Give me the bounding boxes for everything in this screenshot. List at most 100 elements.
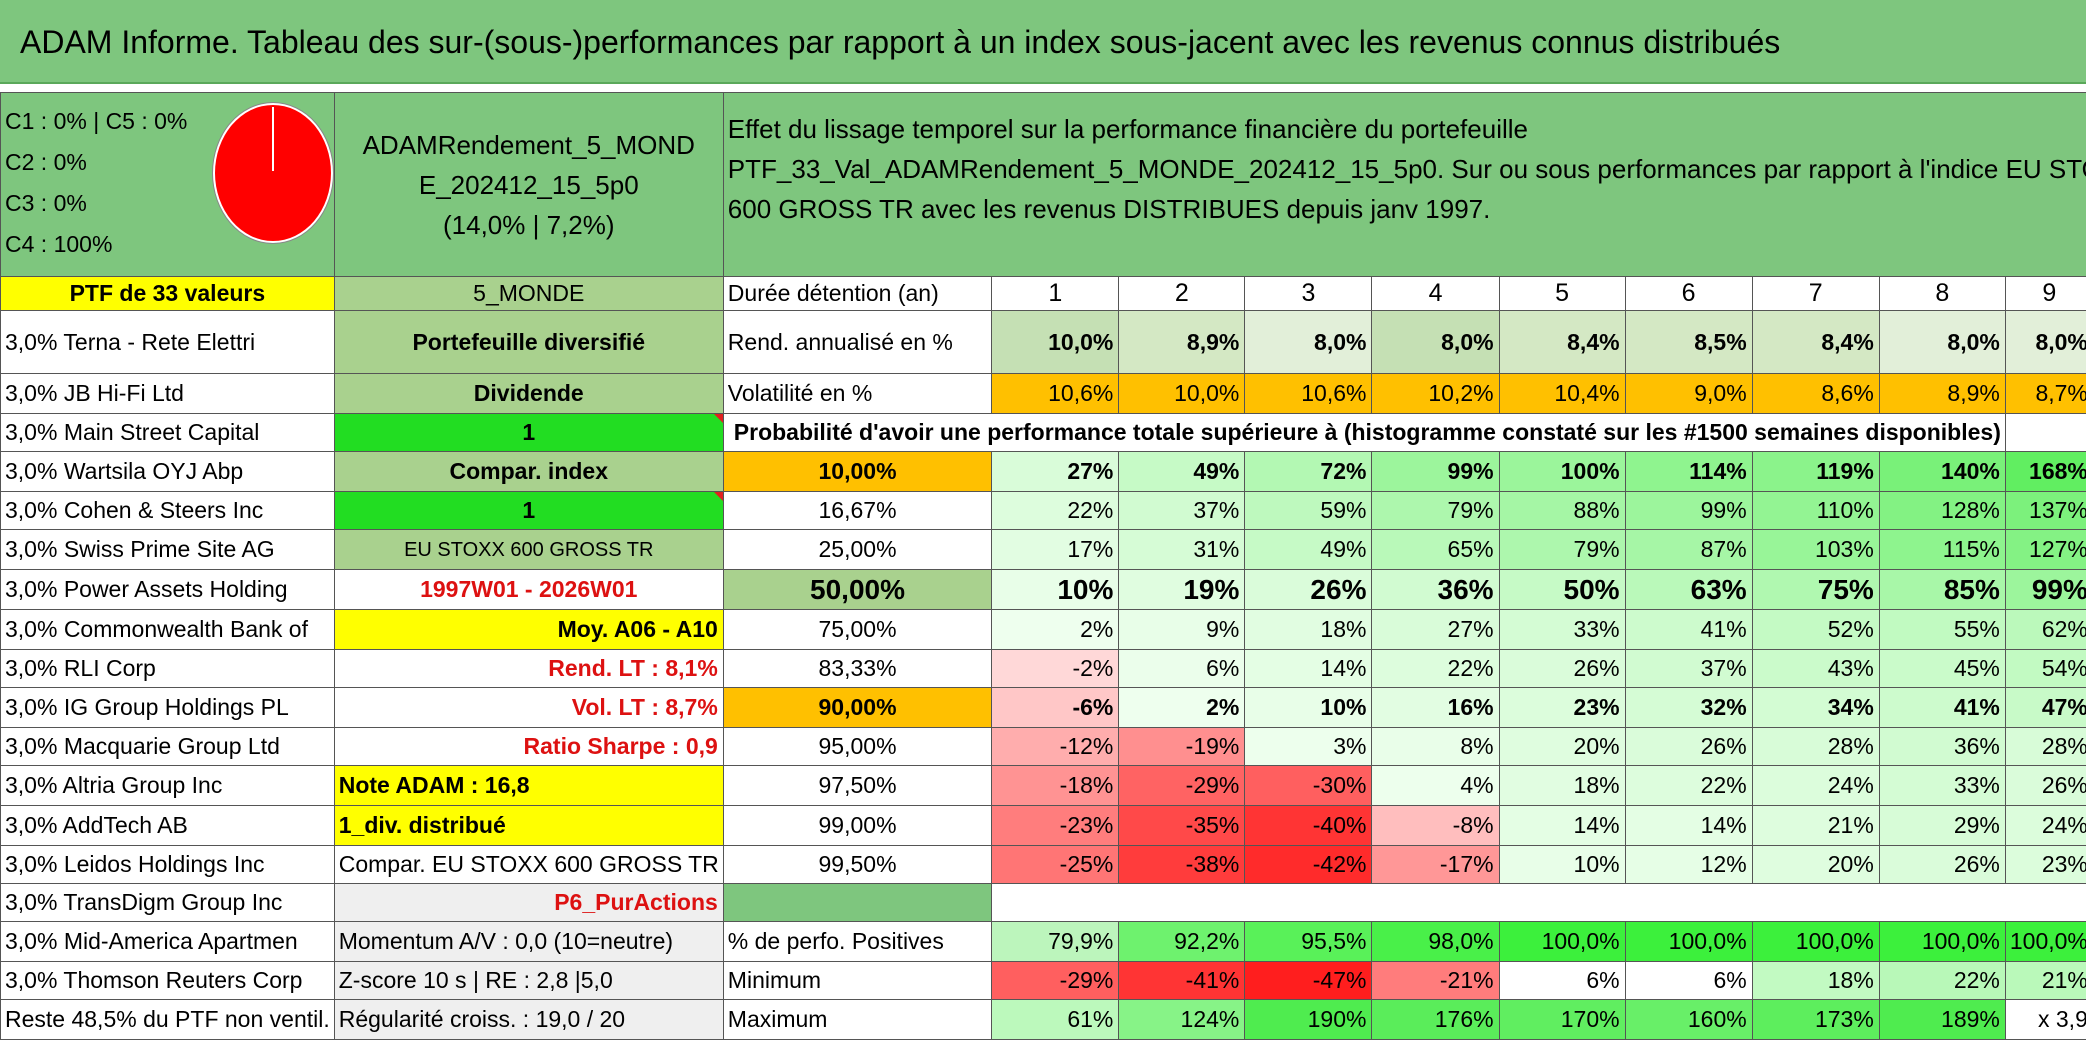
value-cell: 6%	[1118, 649, 1246, 688]
value-cell: -25%	[991, 845, 1120, 884]
info-cell: Compar. EU STOXX 600 GROSS TR	[333, 845, 724, 884]
duration-header-row: PTF de 33 valeurs 5_MONDE Durée détentio…	[0, 276, 2086, 311]
info-cell: 1997W01 - 2026W01	[333, 569, 724, 610]
value-cell: 21%	[2004, 961, 2086, 1000]
value-cell: 14%	[1498, 805, 1626, 846]
info-cell: Dividende	[333, 373, 724, 414]
value-cell: 45%	[1878, 649, 2006, 688]
value-cell: 2%	[1118, 687, 1246, 728]
holding-label: 3,0% Cohen & Steers Inc	[0, 491, 335, 530]
holding-label: 3,0% RLI Corp	[0, 649, 335, 688]
info-cell: P6_PurActions	[333, 883, 724, 922]
table-row: 3,0% Terna - Rete Elettri Portefeuille di…	[0, 310, 2086, 374]
value-cell: 8%	[1371, 727, 1500, 766]
quantile-label: 99,50%	[722, 845, 993, 884]
zone-label: 5_MONDE	[333, 276, 724, 311]
value-cell: 33%	[1498, 609, 1626, 650]
value-cell: 8,0%	[2004, 310, 2086, 374]
value-cell: 8,0%	[1371, 310, 1500, 374]
value-cell: 50%	[1498, 569, 1626, 610]
value-cell: 160%	[1624, 999, 1753, 1040]
value-cell: -6%	[991, 687, 1120, 728]
value-cell: 100,0%	[1751, 921, 1880, 962]
value-cell: 37%	[1624, 649, 1753, 688]
value-cell: 41%	[1624, 609, 1753, 650]
value-cell: 95,5%	[1244, 921, 1373, 962]
value-cell: 10,6%	[1244, 373, 1373, 414]
value-cell: 8,0%	[1244, 310, 1373, 374]
value-cell: 4%	[1371, 765, 1500, 806]
value-cell: 10%	[1244, 687, 1373, 728]
value-cell: 33%	[1878, 765, 2006, 806]
value-cell: 79%	[1371, 491, 1500, 530]
holding-label: 3,0% Thomson Reuters Corp	[0, 961, 335, 1000]
info-cell: Vol. LT : 8,7%	[333, 687, 724, 728]
value-cell: 36%	[1878, 727, 2006, 766]
ptf-count: PTF de 33 valeurs	[0, 276, 335, 311]
holding-label: 3,0% Macquarie Group Ltd	[0, 727, 335, 766]
quantile-label: 16,67%	[722, 491, 993, 530]
value-cell: 27%	[1371, 609, 1500, 650]
value-cell: 24%	[2004, 805, 2086, 846]
value-cell: -21%	[1371, 961, 1500, 1000]
info-cell: Z-score 10 s | RE : 2,8 |5,0	[333, 961, 724, 1000]
value-cell: 49%	[1118, 451, 1246, 492]
holding-label: 3,0% Mid-America Apartmen	[0, 921, 335, 962]
vol-label: Volatilité en %	[722, 373, 993, 414]
value-cell: 12%	[1624, 845, 1753, 884]
value-cell: -47%	[1244, 961, 1373, 1000]
pie-cell: C1 : 0% | C5 : 0% C2 : 0% C3 : 0% C4 : 1…	[0, 92, 335, 277]
info-cell: EU STOXX 600 GROSS TR	[333, 529, 724, 570]
info-cell: Momentum A/V : 0,0 (10=neutre)	[333, 921, 724, 962]
value-cell: -12%	[991, 727, 1120, 766]
value-cell: 88%	[1498, 491, 1626, 530]
table-row: 3,0% Swiss Prime Site AG EU STOXX 600 GRO…	[0, 529, 2086, 570]
info-cell: Ratio Sharpe : 0,9	[333, 727, 724, 766]
performance-table: C1 : 0% | C5 : 0% C2 : 0% C3 : 0% C4 : 1…	[0, 92, 2086, 1040]
value-cell: -17%	[1371, 845, 1500, 884]
portfolio-name-line: ADAMRendement_5_MOND	[362, 129, 695, 160]
value-cell: 65%	[1371, 529, 1500, 570]
value-cell: 20%	[1498, 727, 1626, 766]
quantile-label: 25,00%	[722, 529, 993, 570]
info-cell: 1_div. distribué	[333, 805, 724, 846]
value-cell: 87%	[1624, 529, 1753, 570]
value-cell: 173%	[1751, 999, 1880, 1040]
quantile-label: 10,00%	[722, 451, 993, 492]
year-header: 7	[1751, 276, 1880, 311]
value-cell: 10,0%	[991, 310, 1120, 374]
year-header: 3	[1244, 276, 1373, 311]
value-cell: -30%	[1244, 765, 1373, 806]
quantile-label: 95,00%	[722, 727, 993, 766]
value-cell: 8,9%	[1118, 310, 1246, 374]
pie-legend-line: C4 : 100%	[5, 231, 113, 257]
holding-label: 3,0% Wartsila OYJ Abp	[0, 451, 335, 492]
allocation-pie-chart	[213, 103, 333, 243]
value-cell: 41%	[1878, 687, 2006, 728]
table-row: 3,0% Main Street Capital 1 Probabilité d'a…	[0, 413, 2086, 452]
year-header: 5	[1498, 276, 1626, 311]
value-cell: 114%	[1624, 451, 1753, 492]
info-cell: 1	[333, 413, 724, 452]
value-cell: 34%	[1751, 687, 1880, 728]
value-cell: 23%	[2004, 845, 2086, 884]
holding-label: 3,0% Altria Group Inc	[0, 765, 335, 806]
value-cell: 28%	[2004, 727, 2086, 766]
portfolio-stats: (14,0% | 7,2%)	[443, 209, 615, 240]
value-cell: -18%	[991, 765, 1120, 806]
value-cell: 127%	[2004, 529, 2086, 570]
pie-legend-line: C3 : 0%	[5, 190, 87, 216]
value-cell: 18%	[1498, 765, 1626, 806]
header-block-row: C1 : 0% | C5 : 0% C2 : 0% C3 : 0% C4 : 1…	[0, 92, 2086, 277]
holding-label: 3,0% AddTech AB	[0, 805, 335, 846]
value-cell: 28%	[1751, 727, 1880, 766]
empty-cell	[2004, 413, 2086, 452]
value-cell: 8,7%	[2004, 373, 2086, 414]
value-cell: 137%	[2004, 491, 2086, 530]
quantile-label: 83,33%	[722, 649, 993, 688]
value-cell: -38%	[1118, 845, 1246, 884]
table-row: 3,0% TransDigm Group Inc P6_PurActions	[0, 883, 2086, 922]
value-cell: 124%	[1118, 999, 1246, 1040]
table-row: 3,0% IG Group Holdings PL Vol. LT : 8,7% 9…	[0, 687, 2086, 728]
value-cell: 75%	[1751, 569, 1880, 610]
